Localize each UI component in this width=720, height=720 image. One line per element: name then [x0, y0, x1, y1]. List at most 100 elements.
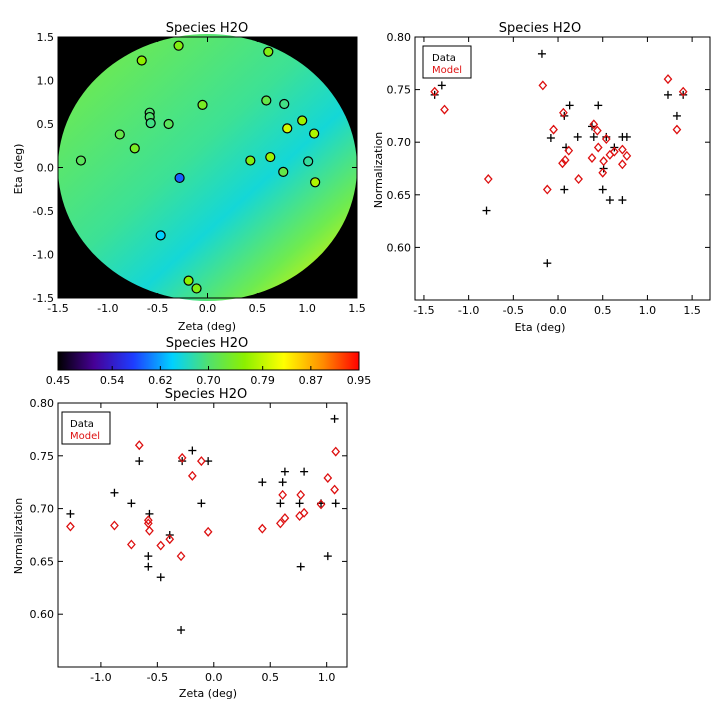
model-point-diamond	[156, 540, 166, 551]
model-point-diamond	[622, 150, 632, 161]
y-tick-label: -1.5	[33, 292, 54, 305]
data-point-plus	[663, 90, 672, 99]
x-tick-label: -1.5	[413, 304, 434, 317]
x-tick-label: 1.5	[348, 302, 366, 315]
model-point-diamond	[280, 513, 290, 524]
heatmap-plot-area	[57, 34, 358, 301]
model-point-diamond	[598, 167, 608, 178]
model-point-diamond	[672, 124, 682, 135]
model-point-diamond	[330, 484, 339, 495]
model-point-diamond	[559, 107, 568, 118]
data-point-plus	[589, 132, 598, 141]
model-point-diamond	[593, 125, 602, 136]
x-tick-label: 1.5	[683, 304, 701, 317]
colorbar-tick-label: 0.95	[347, 374, 372, 387]
y-tick-label: -0.5	[33, 205, 54, 218]
data-point-plus	[594, 101, 603, 110]
model-point-diamond	[483, 174, 493, 185]
model-point-diamond	[276, 518, 285, 529]
model-point-diamond	[593, 142, 603, 153]
data-point-plus	[66, 509, 75, 518]
colorbar-tick-label: 0.45	[46, 374, 71, 387]
x-tick-label: 0.0	[549, 304, 567, 317]
model-point-diamond	[542, 184, 552, 195]
data-point-plus	[565, 101, 574, 110]
data-point-plus	[280, 467, 289, 476]
data-point-plus	[672, 111, 681, 120]
x-tick-label: 0.0	[205, 671, 223, 684]
heatmap-panel: Species H2O -1.5 -1.0 -0.5 0.0 0.5 1.0 1.5 -1.…	[12, 21, 366, 333]
data-point-plus	[537, 49, 546, 58]
data-point-plus	[573, 132, 582, 141]
model-point-diamond	[165, 534, 175, 545]
y-tick-label: 0.65	[30, 555, 55, 568]
data-point-plus	[127, 499, 136, 508]
model-point-diamond	[296, 489, 306, 500]
y-tick-label: 0.5	[37, 118, 55, 131]
y-tick-label: 0.75	[387, 84, 412, 97]
x-tick-label: 0.0	[199, 302, 217, 315]
y-tick-label: 0.60	[30, 608, 55, 621]
legend-box	[61, 411, 111, 445]
eta-scatter-x-ticks: -1.5 -1.0 -0.5 0.0 0.5 1.0 1.5	[413, 37, 701, 317]
model-point-diamond	[134, 440, 144, 451]
model-point-diamond	[177, 452, 187, 463]
colorbar-tick-label: 0.70	[196, 374, 221, 387]
colorbar-tick-label: 0.79	[250, 374, 275, 387]
eta-scatter-legend: Data Model	[422, 45, 472, 79]
legend-box	[422, 45, 472, 79]
model-point-diamond	[299, 507, 309, 518]
eta-scatter-y-ticks: 0.60 0.65 0.70 0.75 0.80	[387, 31, 710, 254]
heatmap-point	[282, 123, 293, 134]
x-tick-label: -1.0	[97, 302, 118, 315]
zeta-scatter-points	[66, 414, 341, 635]
model-point-diamond	[278, 489, 288, 500]
x-tick-label: -1.5	[47, 302, 68, 315]
model-point-diamond	[110, 520, 119, 531]
model-point-diamond	[203, 526, 213, 537]
data-point-plus	[482, 206, 491, 215]
data-point-plus	[197, 499, 206, 508]
y-tick-label: 0.70	[387, 136, 412, 149]
heatmap-point	[191, 283, 202, 294]
heatmap-point	[303, 156, 314, 167]
data-point-plus	[300, 467, 309, 476]
heatmap-point	[279, 98, 290, 110]
legend-model-label: Model	[70, 431, 100, 442]
model-point-diamond	[560, 155, 570, 166]
model-point-diamond	[323, 472, 333, 483]
zeta-scatter-y-ticks: 0.60 0.65 0.70 0.75 0.80	[30, 397, 347, 621]
x-tick-label: 0.5	[594, 304, 612, 317]
heatmap-field-disk	[58, 34, 357, 301]
data-point-plus	[330, 414, 339, 423]
data-point-plus	[618, 196, 627, 205]
eta-scatter-frame	[414, 36, 711, 301]
eta-scatter-panel: Species H2O -1.5 -1.0 -0.5 0.0 0.5 1.0 1.5 0.6…	[372, 21, 711, 334]
heatmap-point	[265, 151, 276, 163]
data-point-plus	[323, 552, 332, 561]
x-tick-label: -0.5	[503, 304, 524, 317]
heatmap-point	[183, 275, 194, 286]
model-point-diamond	[127, 539, 136, 550]
heatmap-x-ticks: -1.5 -1.0 -0.5 0.0 0.5 1.0 1.5	[47, 37, 366, 315]
heatmap-point	[163, 118, 174, 130]
plot-frame	[57, 402, 348, 668]
y-tick-label: 1.0	[37, 75, 55, 88]
heatmap-point	[145, 118, 156, 129]
zeta-scatter-x-ticks: -1.0 -0.5 0.0 0.5 1.0	[90, 403, 335, 684]
model-point-diamond	[574, 174, 583, 185]
legend-data-label: Data	[432, 53, 456, 64]
heatmap-point	[245, 155, 256, 166]
heatmap-point	[263, 46, 274, 57]
model-point-diamond	[678, 86, 688, 97]
colorbar-tick-label: 0.87	[299, 374, 324, 387]
y-tick-label: 0.65	[387, 189, 412, 202]
x-tick-label: -1.0	[90, 671, 111, 684]
data-point-plus	[258, 478, 267, 487]
data-point-plus	[296, 562, 305, 571]
colorbar-title: Species H2O	[166, 336, 248, 351]
model-point-diamond	[176, 551, 186, 562]
legend-data-label: Data	[70, 419, 94, 430]
model-point-diamond	[601, 134, 611, 145]
